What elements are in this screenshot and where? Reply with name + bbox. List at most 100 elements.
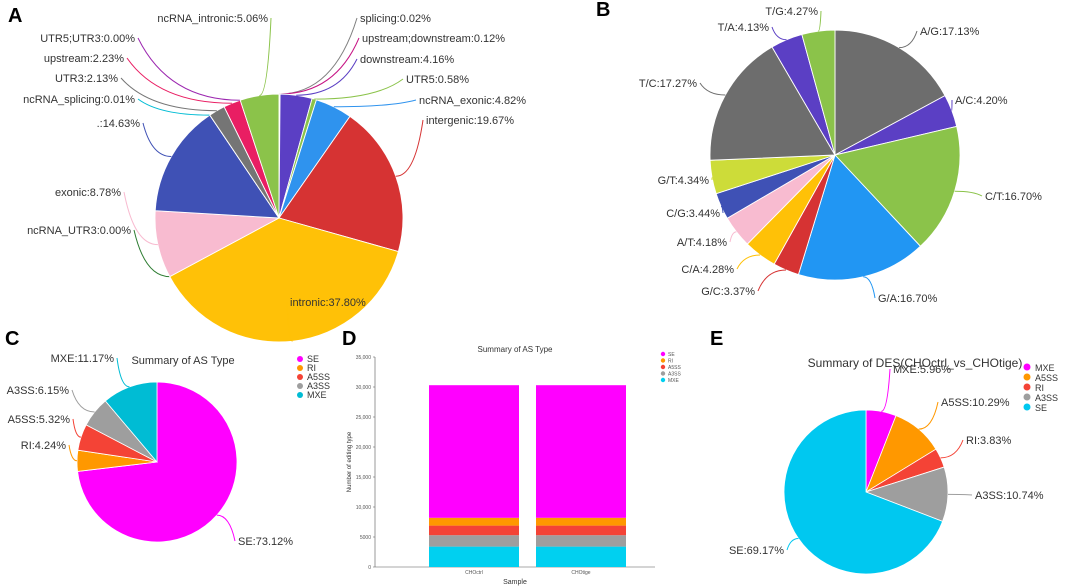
pie-C-legend-label-2: A5SS [307,372,330,382]
pie-B-leader-2 [954,190,983,197]
pie-B-label-1: A/C:4.20% [955,95,1008,107]
pie-C-legend-label-3: A3SS [307,381,330,391]
pie-C-legend-marker-1 [297,365,303,371]
pie-A-label-8: exonic:8.78% [55,187,121,199]
pie-B-label-10: T/A:4.13% [718,22,770,34]
pie-E-leader-4 [786,537,799,551]
pie-E-legend-label-0: MXE [1035,363,1055,373]
pie-A-leader-6 [286,301,293,342]
pie-C-leader-1 [68,444,78,462]
pie-A-label-6: intronic:37.80% [290,297,366,309]
panel-letter-D: D [342,328,356,350]
pie-E-label-1: A5SS:10.29% [941,397,1010,409]
bar-D-xlabel: Sample [503,579,527,586]
bar-D-ytick-label-0: 0 [368,565,371,571]
pie-C-legend-marker-0 [297,356,303,362]
bar-D-legend-marker-3 [660,371,666,376]
pie-B-slice-0 [834,29,946,156]
pie-B-leader-11 [818,10,822,32]
pie-B-leader-7 [720,205,724,214]
pie-E-title: Summary of DES(CHOctrl_vs_CHOtige) [808,356,1023,370]
pie-E-slice-4 [783,409,944,575]
pie-E-legend-label-2: RI [1035,383,1044,393]
bar-D-CHOctrl-A3SS [429,535,519,547]
pie-A-leader-11 [120,77,217,112]
pie-C-legend-marker-2 [297,374,303,380]
pie-C-label-4: MXE:11.17% [51,353,115,365]
pie-C-leader-3 [71,389,95,413]
pie-A-leader-4 [333,99,417,108]
pie-C-slice-4 [104,381,158,464]
pie-E-label-2: RI:3.83% [966,435,1011,447]
bar-D-CHOctrl-A5SS [429,525,519,536]
bar-D-ylabel: Number of editing type [347,431,353,492]
pie-A-slice-6 [169,217,399,343]
pie-A-leader-12 [126,57,233,104]
bar-D-CHOtige-MXE [536,546,626,567]
pie-E-label-0: MXE:5.96% [893,364,951,376]
pie-B-leader-10 [771,26,787,41]
bar-D-CHOctrl-MXE [429,546,519,567]
pie-B-label-5: C/A:4.28% [681,264,734,276]
pie-A-label-11: UTR3:2.13% [55,73,118,85]
pie-A-label-4: ncRNA_exonic:4.82% [419,95,526,107]
pie-C-label-1: RI:4.24% [21,440,66,452]
pie-C-title: Summary of AS Type [131,355,234,367]
pie-C-legend-marker-3 [297,383,303,389]
pie-A-label-1: upstream;downstream:0.12% [362,33,505,45]
pie-E-label-4: SE:69.17% [729,545,784,557]
pie-B-label-4: G/C:3.37% [701,286,755,298]
pie-A-label-10: ncRNA_splicing:0.01% [23,94,135,106]
pie-B-label-3: G/A:16.70% [878,293,938,305]
bar-D-legend-label-3: A3SS [668,372,681,378]
pie-A-label-9: .:14.63% [97,118,141,130]
pie-A-slice-9 [154,114,280,219]
pie-B-label-6: A/T:4.18% [677,237,727,249]
bar-D-CHOtige-SE [536,385,626,518]
panel-letter-A: A [8,5,22,27]
pie-B-leader-0 [899,30,918,49]
bar-D-CHOctrl-SE [429,385,519,518]
pie-A-label-5: intergenic:19.67% [426,115,514,127]
panel-letter-B: B [596,0,610,21]
pie-C-legend-label-4: MXE [307,390,327,400]
pie-A-leader-7 [133,229,170,278]
pie-A-leader-10 [137,98,210,116]
panel-letter-C: C [5,328,19,350]
pie-A-leader-8 [123,191,158,246]
pie-B-label-9: T/C:17.27% [639,78,697,90]
pie-E-leader-1 [918,401,939,430]
pie-E-legend-label-3: A3SS [1035,393,1058,403]
bar-D-ytick-label-5: 25,000 [356,415,372,421]
pie-C-leader-2 [72,418,82,438]
bar-D-legend-label-2: A5SS [668,365,681,371]
pie-A-leader-3 [314,78,404,100]
pie-E-leader-3 [947,493,973,496]
pie-E-legend-label-4: SE [1035,403,1047,413]
pie-B-leader-6 [729,231,737,243]
pie-B-slice-9 [709,46,836,161]
bar-D-ytick-label-6: 30,000 [356,385,372,391]
bar-D-legend-marker-2 [660,364,666,370]
pie-E-legend-marker-2 [1023,383,1031,391]
pie-A-label-12: upstream:2.23% [44,53,124,65]
bar-D-xtick-label-0: CHOctrl [465,570,483,576]
bar-D-ytick-label-7: 35,000 [356,355,372,361]
pie-E-legend-label-1: A5SS [1035,373,1058,383]
pie-B-label-0: A/G:17.13% [920,26,980,38]
pie-C-label-0: SE:73.12% [238,536,293,548]
pie-B-slice-3 [797,154,922,281]
pie-A-leader-2 [296,58,358,96]
bar-D-legend-label-0: SE [668,352,675,358]
pie-B-label-2: C/T:16.70% [985,191,1042,203]
bar-D-ytick-label-3: 15,000 [356,475,372,481]
pie-C-legend-marker-4 [297,392,303,398]
pie-A-slice-5 [278,115,404,253]
pie-B-leader-4 [757,269,787,292]
pie-E-legend-marker-4 [1023,403,1031,411]
bar-D-CHOtige-A3SS [536,535,626,547]
pie-C-legend-label-1: RI [307,363,316,373]
bar-D-CHOtige-A5SS [536,525,626,536]
pie-B-label-7: C/G:3.44% [666,208,720,220]
pie-B-label-8: G/T:4.34% [658,175,710,187]
